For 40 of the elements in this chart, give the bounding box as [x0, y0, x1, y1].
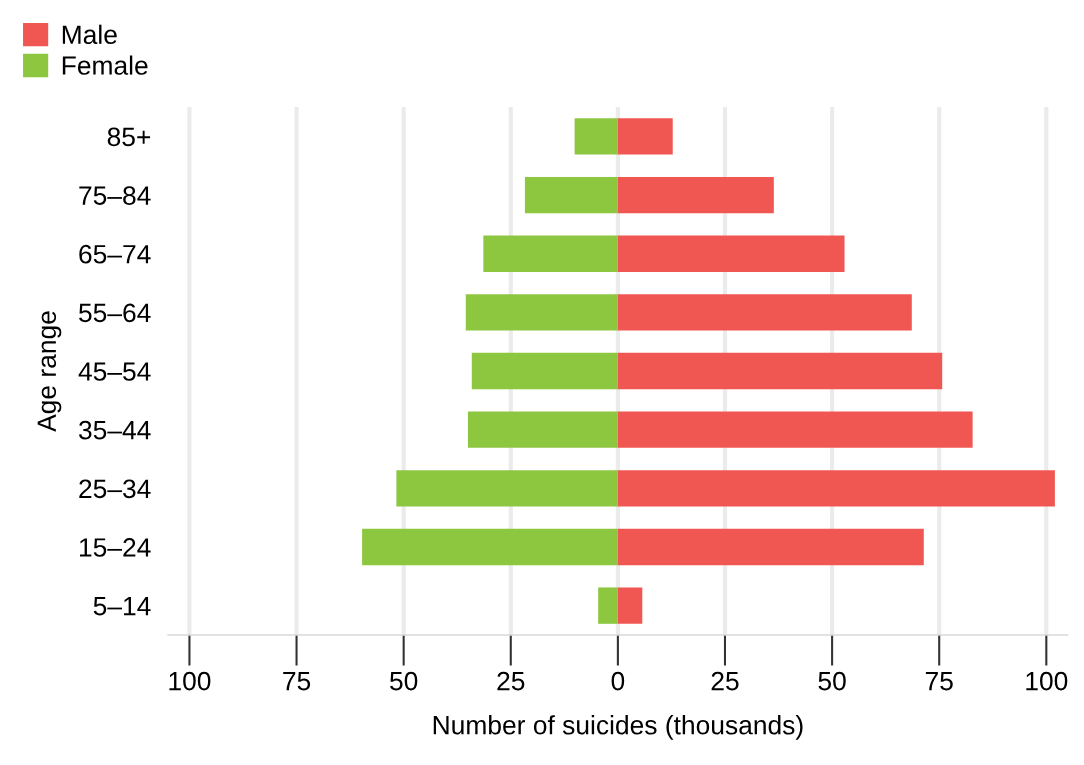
y-axis-title: Age range	[37, 311, 62, 432]
bar	[617, 587, 643, 624]
legend-label: Male	[62, 24, 117, 45]
bar	[617, 411, 973, 448]
x-tick-label: 50	[390, 671, 418, 691]
bar	[617, 294, 912, 331]
x-tick-label: 100	[169, 671, 211, 691]
bar	[396, 470, 618, 507]
bar	[617, 118, 673, 155]
x-tick-label: 0	[611, 671, 625, 691]
x-tick-label: 75	[925, 672, 953, 691]
y-tick-label: 35–44	[78, 420, 151, 440]
y-tick-label: 5–14	[93, 597, 151, 616]
x-axis-title: Number of suicides (thousands)	[433, 715, 803, 740]
x-tick-label: 100	[1026, 671, 1068, 691]
bar	[362, 528, 618, 566]
bar	[574, 118, 618, 155]
bar	[465, 294, 618, 331]
bar	[467, 411, 618, 448]
y-tick-label: 85+	[107, 127, 151, 147]
bar	[524, 176, 618, 214]
bar	[598, 587, 618, 624]
bar	[483, 235, 618, 272]
bar	[617, 528, 924, 566]
y-tick-label: 75–84	[79, 186, 151, 205]
bar	[617, 470, 1055, 507]
y-tick-label: 15–24	[79, 538, 151, 557]
x-tick-label: 50	[818, 671, 846, 691]
bar	[471, 352, 618, 390]
bar	[617, 352, 943, 390]
bar	[617, 176, 774, 214]
x-tick-label: 75	[283, 672, 311, 691]
y-tick-label: 65–74	[79, 244, 151, 264]
x-tick-label: 25	[711, 671, 739, 691]
bar	[617, 235, 845, 272]
y-tick-label: 45–54	[78, 362, 151, 381]
y-tick-label: 55–64	[79, 303, 151, 323]
legend-label: Female	[62, 55, 148, 75]
y-tick-label: 25–34	[79, 479, 151, 499]
x-tick-label: 25	[497, 671, 525, 691]
